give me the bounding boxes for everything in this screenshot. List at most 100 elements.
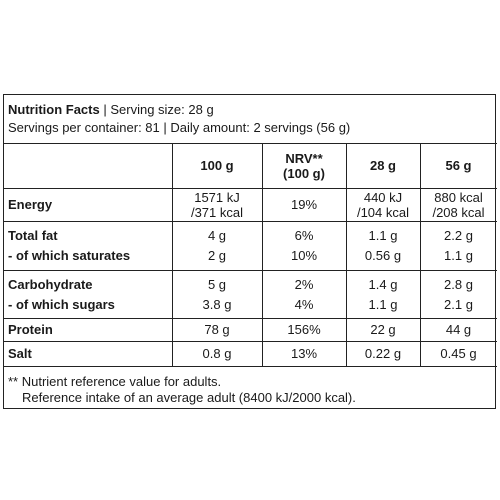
cell-text: 1571 kJ xyxy=(194,189,240,205)
value-cell: 4 g xyxy=(172,223,262,248)
value-cell: 0.22 g xyxy=(346,341,420,366)
row-label: Carbohydrate xyxy=(8,272,168,296)
cell-text: 1.1 g xyxy=(368,296,398,312)
value-cell: 6% xyxy=(262,223,346,248)
cell-text: 2 g xyxy=(207,248,227,264)
cell-text: 19% xyxy=(290,197,318,212)
row-rule xyxy=(3,188,497,189)
cell-text: 440 kJ xyxy=(363,189,403,205)
cell-text: 22 g xyxy=(370,322,396,337)
cell-text: 3.8 g xyxy=(202,296,232,312)
cell-text: 0.45 g xyxy=(440,346,477,361)
row-label: - of which sugars xyxy=(8,292,168,316)
column-header: 100 g xyxy=(172,143,262,188)
cell-text: 10% xyxy=(290,248,318,264)
cell-text: /104 kcal xyxy=(356,204,410,220)
cell-text: 1.4 g xyxy=(368,276,398,292)
column-rule xyxy=(172,143,173,366)
value-cell: 10% xyxy=(262,244,346,269)
cell-text: 4% xyxy=(294,296,314,312)
value-cell: 1.1 g xyxy=(346,223,420,248)
row-rule xyxy=(3,221,497,222)
value-cell: 1.4 g xyxy=(346,272,420,296)
cell-text: 6% xyxy=(294,227,314,243)
value-cell: 3.8 g xyxy=(172,292,262,316)
cell-text: 0.8 g xyxy=(202,346,232,361)
serving-size: | Serving size: 28 g xyxy=(103,102,214,117)
cell-text: Protein xyxy=(8,322,53,337)
value-cell: 13% xyxy=(262,341,346,366)
row-label: Protein xyxy=(8,318,168,341)
cell-text: 56 g xyxy=(445,158,472,173)
column-rule xyxy=(420,143,421,366)
cell-text: 13% xyxy=(290,346,318,361)
value-cell: 78 g xyxy=(172,318,262,341)
value-cell: 2% xyxy=(262,272,346,296)
label-frame xyxy=(3,94,496,409)
row-label: Salt xyxy=(8,341,168,366)
value-cell: 4% xyxy=(262,292,346,316)
cell-text: 2% xyxy=(294,276,314,292)
cell-text: 44 g xyxy=(445,322,472,337)
value-cell: 2.8 g xyxy=(420,272,497,296)
footnote: Reference intake of an average adult (84… xyxy=(22,390,356,405)
cell-text: - of which sugars xyxy=(8,296,115,312)
cell-text: 1.1 g xyxy=(368,227,398,243)
cell-text: 4 g xyxy=(207,227,227,243)
cell-text: NRV** xyxy=(285,150,323,166)
footnote: ** Nutrient reference value for adults. xyxy=(8,374,222,389)
value-cell: 5 g xyxy=(172,272,262,296)
cell-text: 2.1 g xyxy=(444,296,473,312)
cell-text: Carbohydrate xyxy=(8,276,93,292)
column-header: 56 g xyxy=(420,143,497,188)
title: Nutrition Facts xyxy=(8,102,100,117)
cell-text: Total fat xyxy=(8,227,58,243)
value-cell: 2 g xyxy=(172,244,262,269)
column-rule xyxy=(262,143,263,366)
cell-text: (100 g) xyxy=(283,165,325,181)
cell-text: 2.2 g xyxy=(444,227,473,243)
cell-text: 0.56 g xyxy=(364,248,402,264)
row-label: Energy xyxy=(8,188,168,221)
value-cell: 880 kcal/208 kcal xyxy=(420,188,497,221)
cell-text: /208 kcal xyxy=(432,204,485,220)
cell-text: - of which saturates xyxy=(8,248,131,264)
cell-text: 100 g xyxy=(200,158,234,173)
value-cell: 1.1 g xyxy=(420,244,497,269)
value-cell: 2.2 g xyxy=(420,223,497,248)
value-cell: 22 g xyxy=(346,318,420,341)
cell-text: 0.22 g xyxy=(364,346,402,361)
row-rule xyxy=(3,341,497,342)
servings: Servings per container: 81 | Daily amoun… xyxy=(8,120,351,135)
column-rule xyxy=(346,143,347,366)
value-cell: 44 g xyxy=(420,318,497,341)
header-line: Nutrition Facts | Serving size: 28 g xyxy=(8,102,214,117)
value-cell: 156% xyxy=(262,318,346,341)
cell-text: 1.1 g xyxy=(444,248,473,264)
cell-text: Energy xyxy=(8,197,53,212)
cell-text: 2.8 g xyxy=(444,276,473,292)
row-label: Total fat xyxy=(8,223,168,248)
row-rule xyxy=(3,143,497,144)
value-cell: 1.1 g xyxy=(346,292,420,316)
cell-text: Salt xyxy=(8,346,32,361)
column-header: 28 g xyxy=(346,143,420,188)
cell-text: 28 g xyxy=(369,158,396,173)
value-cell: 0.56 g xyxy=(346,244,420,269)
cell-text: 78 g xyxy=(204,322,230,337)
value-cell: 0.8 g xyxy=(172,341,262,366)
cell-text: 880 kcal xyxy=(434,189,483,205)
row-label: - of which saturates xyxy=(8,244,168,269)
value-cell: 19% xyxy=(262,188,346,221)
column-header: NRV** (100 g) xyxy=(262,143,346,188)
cell-text: 5 g xyxy=(207,276,227,292)
value-cell: 2.1 g xyxy=(420,292,497,316)
cell-text: 156% xyxy=(287,322,321,337)
value-cell: 440 kJ/104 kcal xyxy=(346,188,420,221)
row-rule xyxy=(3,318,497,319)
cell-text: /371 kcal xyxy=(190,204,244,220)
value-cell: 1571 kJ/371 kcal xyxy=(172,188,262,221)
row-rule xyxy=(3,366,497,367)
value-cell: 0.45 g xyxy=(420,341,497,366)
